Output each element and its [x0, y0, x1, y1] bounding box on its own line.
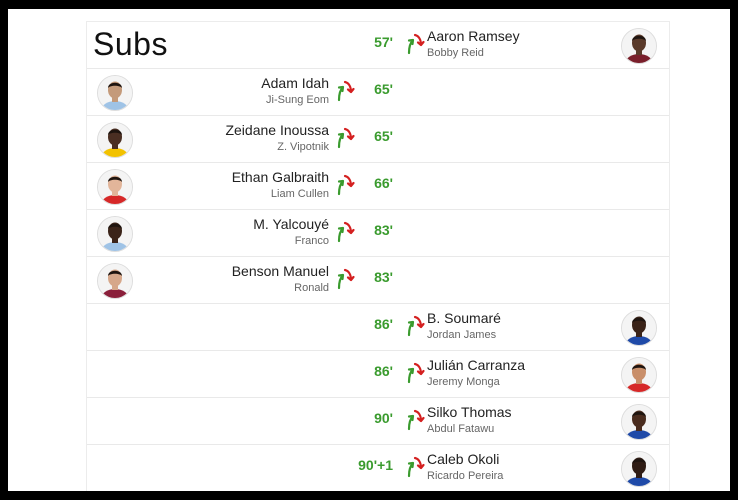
player-out-name[interactable]: Jordan James: [427, 329, 497, 341]
player-avatar[interactable]: [97, 216, 133, 252]
player-in-name[interactable]: Adam Idah: [261, 75, 329, 91]
player-avatar[interactable]: [97, 122, 133, 158]
substitution-row: B. Soumaré Jordan James 86': [87, 304, 669, 351]
player-names: Adam Idah Ji-Sung Eom: [261, 75, 329, 106]
substitution-arrows-icon: [401, 361, 427, 385]
substitution-row: Subs Aaron Ramsey Bobby Reid 57': [87, 22, 669, 69]
substitution-arrows-icon: [331, 173, 357, 197]
substitution-minute: 65': [374, 81, 393, 97]
player-avatar[interactable]: [621, 451, 657, 487]
substitution-row: Ethan Galbraith Liam Cullen 66': [87, 163, 669, 210]
substitution-minute: 65': [374, 128, 393, 144]
player-out-name[interactable]: Abdul Fatawu: [427, 423, 495, 435]
player-avatar[interactable]: [621, 28, 657, 64]
player-names: Aaron Ramsey Bobby Reid: [427, 28, 520, 59]
player-out-name[interactable]: Z. Vipotnik: [277, 141, 329, 153]
substitution-row: Caleb Okoli Ricardo Pereira 90'+1: [87, 445, 669, 491]
substitution-row: M. Yalcouyé Franco 83': [87, 210, 669, 257]
substitution-minute: 90': [374, 410, 393, 426]
substitution-minute: 57': [374, 34, 393, 50]
player-names: Silko Thomas Abdul Fatawu: [427, 404, 512, 435]
substitution-minute: 83': [374, 269, 393, 285]
substitution-arrows-icon: [401, 314, 427, 338]
player-avatar[interactable]: [621, 310, 657, 346]
player-avatar[interactable]: [97, 263, 133, 299]
player-out-name[interactable]: Liam Cullen: [270, 188, 329, 200]
player-names: Benson Manuel Ronald: [232, 263, 329, 294]
substitution-row: Julián Carranza Jeremy Monga 86': [87, 351, 669, 398]
player-in-name[interactable]: Silko Thomas: [427, 404, 512, 420]
substitution-row: Zeidane Inoussa Z. Vipotnik 65': [87, 116, 669, 163]
player-in-name[interactable]: M. Yalcouyé: [253, 216, 329, 232]
player-names: M. Yalcouyé Franco: [253, 216, 329, 247]
player-avatar[interactable]: [621, 404, 657, 440]
section-title: Subs: [93, 26, 168, 62]
substitution-minute: 90'+1: [358, 457, 393, 473]
substitution-row: Adam Idah Ji-Sung Eom 65': [87, 69, 669, 116]
player-names: B. Soumaré Jordan James: [427, 310, 501, 341]
player-out-name[interactable]: Ricardo Pereira: [427, 470, 504, 482]
substitution-arrows-icon: [331, 220, 357, 244]
player-in-name[interactable]: Benson Manuel: [231, 263, 329, 279]
substitution-row: Silko Thomas Abdul Fatawu 90': [87, 398, 669, 445]
player-names: Julián Carranza Jeremy Monga: [427, 357, 525, 388]
player-avatar[interactable]: [97, 169, 133, 205]
substitution-arrows-icon: [401, 32, 427, 56]
player-avatar[interactable]: [97, 75, 133, 111]
substitution-minute: 86': [374, 363, 393, 379]
player-in-name[interactable]: Ethan Galbraith: [231, 169, 329, 185]
player-names: Zeidane Inoussa Z. Vipotnik: [225, 122, 329, 153]
substitution-arrows-icon: [331, 79, 357, 103]
substitution-arrows-icon: [331, 126, 357, 150]
substitution-minute: 66': [374, 175, 393, 191]
substitution-arrows-icon: [331, 267, 357, 291]
player-in-name[interactable]: B. Soumaré: [427, 310, 501, 326]
player-in-name[interactable]: Caleb Okoli: [427, 451, 500, 467]
substitution-row: Benson Manuel Ronald 83': [87, 257, 669, 304]
player-out-name[interactable]: Jeremy Monga: [427, 376, 500, 388]
page: Subs Aaron Ramsey Bobby Reid 57' Adam Idah Ji…: [8, 9, 730, 491]
player-avatar[interactable]: [621, 357, 657, 393]
substitution-minute: 83': [374, 222, 393, 238]
player-names: Ethan Galbraith Liam Cullen: [232, 169, 329, 200]
player-out-name[interactable]: Franco: [294, 235, 329, 247]
player-names: Caleb Okoli Ricardo Pereira: [427, 451, 503, 482]
player-in-name[interactable]: Julián Carranza: [427, 357, 526, 373]
substitution-arrows-icon: [401, 455, 427, 479]
player-in-name[interactable]: Zeidane Inoussa: [225, 122, 329, 138]
player-in-name[interactable]: Aaron Ramsey: [427, 28, 520, 44]
substitutions-card: Subs Aaron Ramsey Bobby Reid 57' Adam Idah Ji…: [86, 21, 670, 491]
player-out-name[interactable]: Bobby Reid: [427, 47, 484, 59]
player-out-name[interactable]: Ji-Sung Eom: [266, 94, 329, 106]
player-out-name[interactable]: Ronald: [294, 282, 329, 294]
substitution-minute: 86': [374, 316, 393, 332]
substitution-arrows-icon: [401, 408, 427, 432]
